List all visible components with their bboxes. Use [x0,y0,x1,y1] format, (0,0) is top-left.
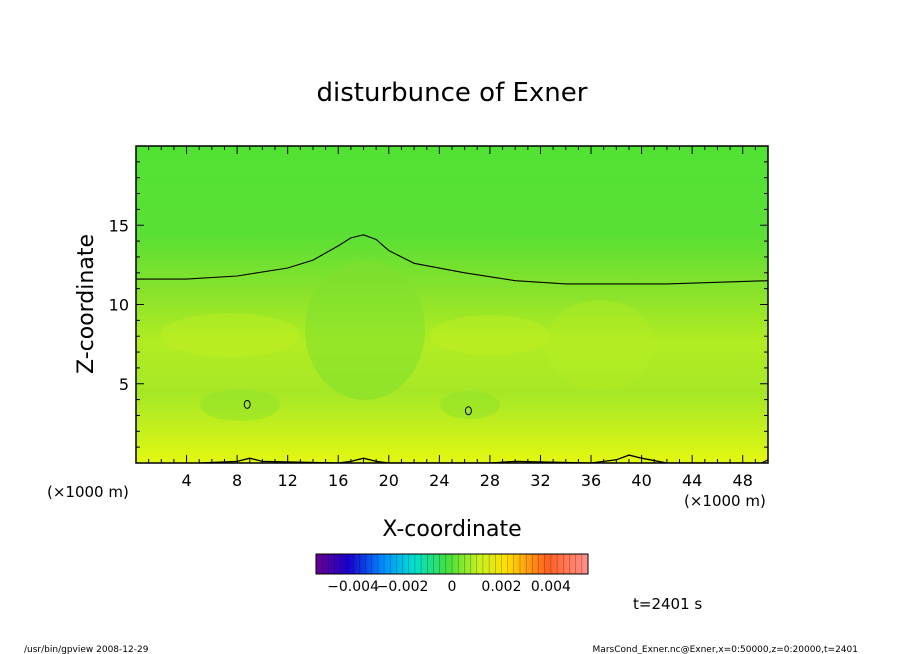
colorbar-tick-label: −0.004 [327,579,379,595]
colorbar-tick-label: 0.004 [531,579,571,595]
y-axis-label: Z-coordinate [74,234,99,374]
x-tick-label: 20 [379,471,399,490]
contour-group [136,234,768,463]
field-patch [430,315,550,355]
colorbar-labels: −0.004−0.002 0 0.002 0.004 [327,579,571,595]
x-tick-label: 48 [733,471,753,490]
x-tick-label: 24 [429,471,449,490]
x-tick-label: 44 [682,471,702,490]
y-tick-label: 15 [109,216,129,235]
y-tick-label: 10 [109,296,129,315]
x-unit-left: (×1000 m) [47,483,129,501]
field-patch [160,313,300,357]
time-label: t=2401 s [633,595,702,613]
field-patch [440,391,500,419]
colorbar: −0.004−0.002 0 0.002 0.004 [315,553,589,595]
x-tick-label: 28 [480,471,500,490]
contour-line-surface [199,454,768,463]
x-tick-label: 8 [232,471,242,490]
footer-left: /usr/bin/gpview 2008-12-29 [24,645,149,654]
x-tick-label: 36 [581,471,601,490]
footer-right: MarsCond_Exner.nc@Exner,x=0:50000,z=0:20… [593,645,858,654]
x-axis-label: X-coordinate [382,517,521,542]
contour-loop [464,406,472,416]
x-tick-label: 32 [530,471,550,490]
x-unit-right: (×1000 m) [684,492,766,510]
contour-loop [243,399,251,409]
x-tick-label: 16 [328,471,348,490]
y-tick-label: 5 [119,375,129,394]
plot-area [136,146,768,463]
field-patch [305,260,425,400]
colorbar-tick-label: −0.002 [377,579,429,595]
chart-title: disturbunce of Exner [317,78,588,108]
y-axis: 5 10 15 [109,161,768,448]
colorbar-tick-label: 0 [448,579,457,595]
field-patch [200,389,280,421]
colorbar-frame [315,553,589,575]
contour-line-upper [136,234,768,285]
field-patch [545,300,655,390]
x-tick-label: 40 [631,471,651,490]
x-tick-label: 4 [181,471,191,490]
colorbar-tick-label: 0.002 [481,579,521,595]
x-tick-label: 12 [278,471,298,490]
colorbar-divisions [321,554,583,574]
x-axis: 4 8 12 16 20 24 28 32 36 40 44 48 [148,146,756,490]
